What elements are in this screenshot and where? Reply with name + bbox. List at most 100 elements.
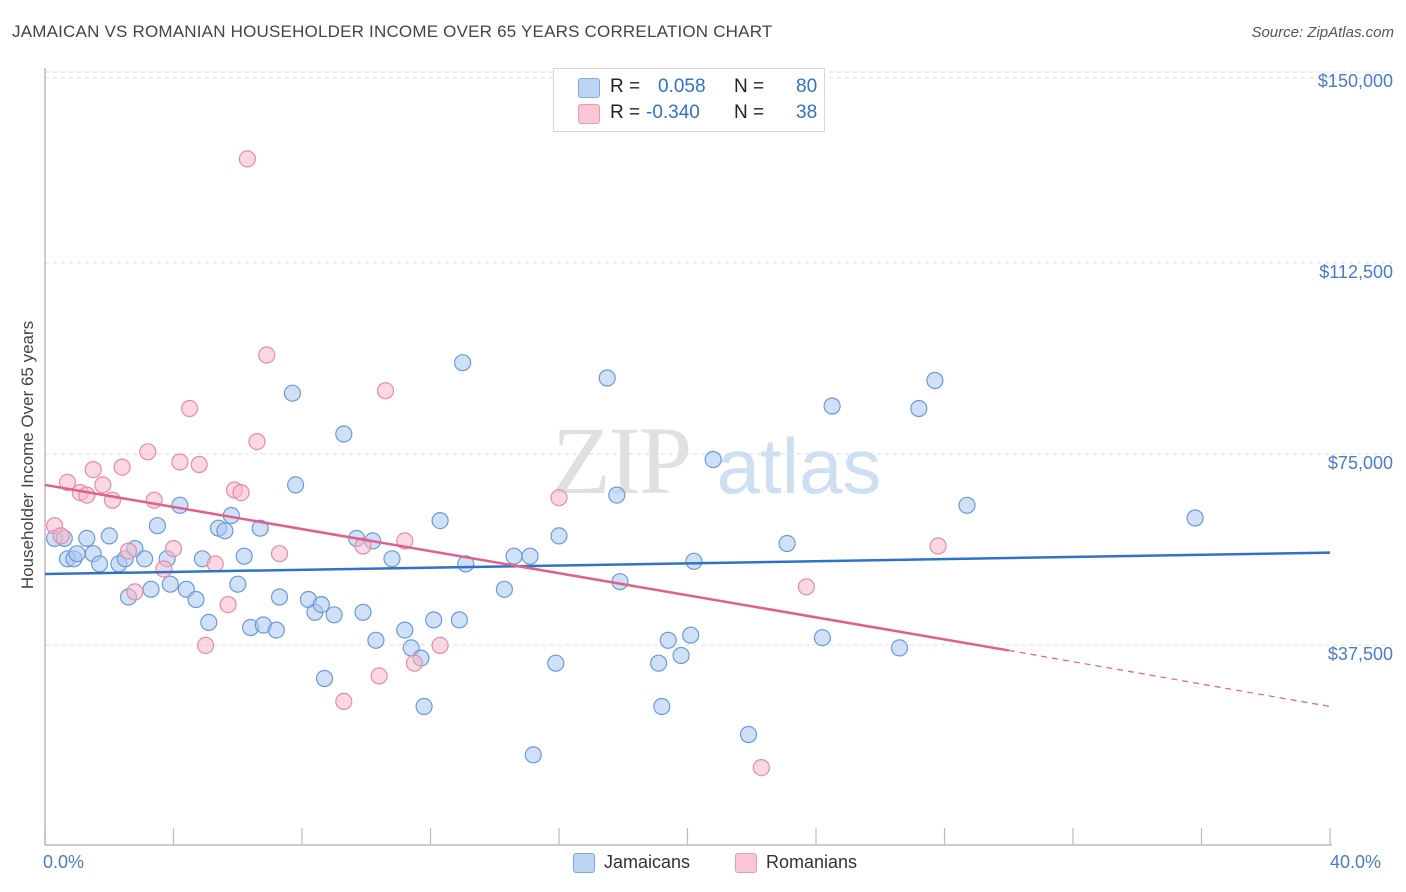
point-romanians xyxy=(155,560,173,578)
point-romanians xyxy=(431,636,449,655)
point-jamaicans xyxy=(910,399,928,418)
bottom-legend-swatch-jamaicans xyxy=(573,853,595,873)
point-jamaicans xyxy=(161,575,179,593)
point-jamaicans xyxy=(270,588,289,606)
point-jamaicans xyxy=(958,496,976,514)
legend-r-value: 0.058 xyxy=(658,76,706,97)
series-jamaicans xyxy=(45,354,1204,764)
correlation-legend: R = 0.058 N = 80 R = -0.340 N = 38 xyxy=(553,68,825,132)
point-jamaicans xyxy=(495,580,513,598)
point-jamaicans xyxy=(659,631,677,649)
y-tick-label: $75,000 xyxy=(1328,453,1393,473)
point-jamaicans xyxy=(251,519,269,537)
legend-n-label: N = xyxy=(734,76,765,97)
point-jamaicans xyxy=(383,550,401,568)
legend-swatch-romanians xyxy=(578,104,600,124)
trend-line-jamaicans xyxy=(44,551,1331,576)
point-romanians xyxy=(335,692,353,711)
point-romanians xyxy=(181,399,199,418)
point-jamaicans xyxy=(425,611,443,629)
point-romanians xyxy=(929,537,947,555)
point-jamaicans xyxy=(325,606,343,624)
point-jamaicans xyxy=(1186,509,1204,527)
point-jamaicans xyxy=(68,545,86,563)
point-romanians xyxy=(126,583,144,601)
point-romanians xyxy=(52,527,70,545)
point-jamaicans xyxy=(267,621,285,639)
point-jamaicans xyxy=(78,529,96,548)
point-jamaicans xyxy=(354,603,372,621)
axes xyxy=(44,68,1332,846)
point-jamaicans xyxy=(287,476,305,494)
legend-r-value: -0.340 xyxy=(646,102,700,123)
point-romanians xyxy=(248,433,266,451)
point-jamaicans xyxy=(396,621,414,639)
point-jamaicans xyxy=(148,517,166,535)
point-jamaicans xyxy=(778,534,796,553)
point-romanians xyxy=(78,486,96,504)
y-tick-label: $150,000 xyxy=(1318,71,1393,91)
point-jamaicans xyxy=(890,639,909,657)
point-romanians xyxy=(206,555,224,573)
trend-line-extension-romanians xyxy=(1008,649,1331,708)
point-romanians xyxy=(58,473,77,491)
x-tick-label-max: 40.0% xyxy=(1330,852,1382,872)
legend-n-value: 38 xyxy=(796,102,818,123)
point-romanians xyxy=(370,667,388,685)
point-jamaicans xyxy=(90,555,109,573)
point-romanians xyxy=(197,636,215,655)
point-romanians xyxy=(797,578,816,596)
point-romanians xyxy=(219,595,237,614)
point-jamaicans xyxy=(547,654,565,672)
point-romanians xyxy=(139,443,157,461)
point-jamaicans xyxy=(312,595,330,614)
source-label: Source: ZipAtlas.com xyxy=(1251,24,1394,41)
point-romanians xyxy=(113,458,131,476)
trend-line-romanians xyxy=(44,483,1009,652)
point-romanians xyxy=(270,545,289,563)
point-jamaicans xyxy=(682,626,700,644)
legend-swatch-jamaicans xyxy=(578,78,600,98)
point-jamaicans xyxy=(450,611,468,629)
point-jamaicans xyxy=(521,547,539,565)
point-jamaicans xyxy=(367,631,385,649)
point-jamaicans xyxy=(216,522,234,540)
bottom-legend-swatch-romanians xyxy=(735,853,757,873)
point-romanians xyxy=(94,476,112,494)
point-jamaicans xyxy=(685,552,703,570)
point-jamaicans xyxy=(813,629,832,647)
point-romanians xyxy=(752,758,771,777)
watermark-atlas: atlas xyxy=(716,422,882,510)
bottom-legend-label-jamaicans: Jamaicans xyxy=(604,852,691,872)
point-romanians xyxy=(164,539,183,558)
point-romanians xyxy=(258,346,276,364)
point-jamaicans xyxy=(142,580,160,598)
point-jamaicans xyxy=(653,697,671,716)
point-romanians xyxy=(84,461,102,479)
trend-lines xyxy=(44,483,1331,708)
point-jamaicans xyxy=(136,550,154,568)
point-jamaicans xyxy=(431,511,449,530)
point-jamaicans xyxy=(229,575,247,593)
legend-r-label: R = xyxy=(610,76,641,97)
chart-title: JAMAICAN VS ROMANIAN HOUSEHOLDER INCOME … xyxy=(12,22,773,41)
point-romanians xyxy=(405,654,423,672)
point-jamaicans xyxy=(608,486,626,504)
point-romanians xyxy=(190,455,208,474)
point-jamaicans xyxy=(283,384,301,402)
point-jamaicans xyxy=(598,369,616,387)
point-jamaicans xyxy=(672,646,690,665)
point-jamaicans xyxy=(704,450,722,469)
point-jamaicans xyxy=(171,496,189,514)
point-jamaicans xyxy=(739,725,758,744)
legend-n-value: 80 xyxy=(796,76,818,97)
point-romanians xyxy=(232,484,250,502)
point-romanians xyxy=(171,453,189,471)
point-jamaicans xyxy=(200,613,218,632)
point-jamaicans xyxy=(454,354,472,372)
point-jamaicans xyxy=(649,654,668,672)
series-romanians xyxy=(45,150,947,777)
legend-r-label: R = xyxy=(610,102,641,123)
point-jamaicans xyxy=(823,397,841,415)
